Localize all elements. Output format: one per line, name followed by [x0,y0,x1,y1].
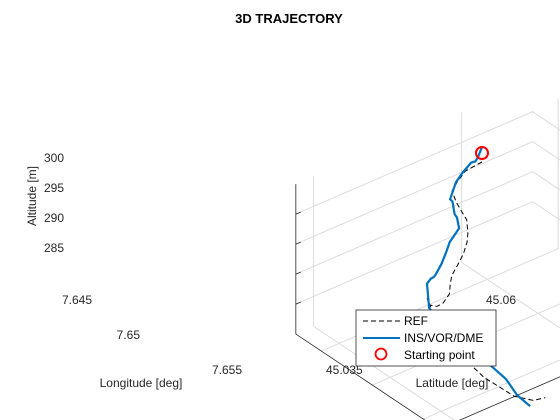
y-tick-label-7645: 7.645 [62,293,92,307]
z-tick-label-285: 285 [44,241,64,255]
z-axis-label: Altitude [m] [25,166,39,226]
axis-layer [295,184,560,420]
y-axis-line [295,333,426,420]
x-axis-line [459,376,560,420]
legend-label-ins: INS/VOR/DME [404,331,483,345]
legend-swatch-start [374,347,388,361]
x-axis-label: Latitude [deg] [416,376,489,390]
y-axis-label: Longitude [deg] [100,376,183,390]
x-tick-label-4506: 45.06 [486,293,516,307]
grid-line-z [295,201,560,305]
z-tick-label-300: 300 [44,151,64,165]
x-tick-label-45035: 45.035 [326,363,363,377]
z-tick [295,211,301,215]
grid-line-x [461,112,560,329]
y-tick-labels: 7.645 7.65 7.655 [62,293,242,377]
legend-label-ref: REF [404,314,428,328]
legend-label-start: Starting point [404,348,475,362]
z-tick [295,241,301,245]
z-tick [295,301,301,305]
chart-title: 3D TRAJECTORY [235,11,343,26]
z-tick [295,271,301,275]
grid-line-x [313,176,455,420]
z-tick-labels: 300 295 290 285 [44,151,64,255]
grid-line-z [295,141,560,245]
grid-line-z [295,111,560,215]
grid-line-y [423,359,560,420]
legend: REF INS/VOR/DME Starting point [355,309,497,367]
y-tick-label-765: 7.65 [117,328,141,342]
starting-point-marker [475,146,489,160]
grid-line-z [295,171,560,275]
z-tick-label-290: 290 [44,211,64,225]
y-tick-label-7655: 7.655 [212,363,242,377]
x-tick-labels: 45.035 45.06 [326,293,516,377]
z-tick-label-295: 295 [44,181,64,195]
